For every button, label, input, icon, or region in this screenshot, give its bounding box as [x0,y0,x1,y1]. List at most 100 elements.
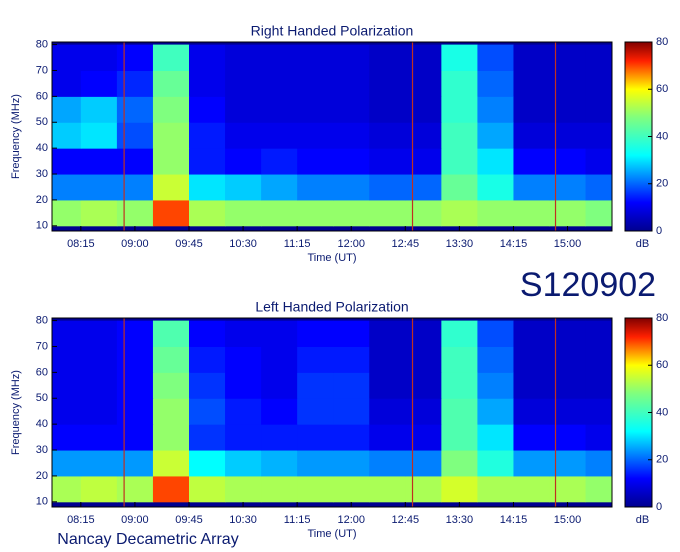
cell [369,346,406,373]
cells [52,44,612,227]
cell [477,372,514,399]
colorbar-tick-label: 80 [656,312,668,324]
cell [116,346,154,373]
cell [477,475,514,503]
y-tick-label: 10 [36,496,48,508]
cell [80,450,118,477]
cell [585,372,612,399]
x-tick-label: 15:00 [554,238,582,250]
y-tick-label: 30 [36,168,48,180]
y-tick-label: 20 [36,470,48,482]
cell [80,475,118,503]
cell [80,122,118,149]
cell [441,122,478,149]
x-tick-label: 09:45 [175,514,203,526]
cell [52,372,82,399]
cell [225,398,262,425]
cell [297,148,334,175]
cell [261,96,298,123]
cell [405,148,442,175]
cell [52,398,82,425]
cell [441,70,478,97]
cell [261,372,298,399]
cell [297,320,334,347]
cell [188,174,226,201]
cell [188,44,226,71]
x-tick-label: 09:00 [121,238,149,250]
y-tick-label: 10 [36,220,48,232]
cell [261,174,298,201]
x-tick-label: 14:15 [500,514,528,526]
x-tick-label: 13:30 [446,514,474,526]
footer-text: Nancay Decametric Array [57,531,238,548]
cell [297,199,334,227]
cell [116,96,154,123]
cell [585,199,612,227]
cell [477,96,514,123]
cell [80,320,118,347]
cell [333,44,370,71]
y-tick-label: 30 [36,444,48,456]
cell [297,122,334,149]
cell [405,96,442,123]
cell [297,346,334,373]
cell [333,174,370,201]
cell [152,148,190,175]
cell [333,398,370,425]
cell [369,398,406,425]
cell [116,320,154,347]
cell [188,424,226,451]
cell [441,398,478,425]
cell [405,475,442,503]
cell [225,96,262,123]
cell [188,372,226,399]
cell [513,122,551,149]
cell [225,122,262,149]
cell [477,44,514,71]
cell [80,70,118,97]
cell [80,398,118,425]
cell [188,320,226,347]
cell [585,148,612,175]
cell [441,199,478,227]
y-tick-label: 70 [36,340,48,352]
cell [188,96,226,123]
cell [297,174,334,201]
cell [225,70,262,97]
chart-title: Left Handed Polarization [255,299,408,315]
cell [188,398,226,425]
cell [152,70,190,97]
cell [333,346,370,373]
x-tick-label: 14:15 [500,238,528,250]
cell [441,320,478,347]
cell [52,475,82,503]
y-tick-label: 50 [36,116,48,128]
cell [369,320,406,347]
cell [152,450,190,477]
x-tick-label: 09:45 [175,238,203,250]
cell [52,96,82,123]
cell [369,44,406,71]
cell [261,199,298,227]
cell [513,148,551,175]
cell [261,398,298,425]
cell [80,346,118,373]
cell [80,372,118,399]
cell [369,148,406,175]
cell [333,475,370,503]
cell [225,44,262,71]
cell [225,148,262,175]
cell [405,372,442,399]
cell [261,320,298,347]
cell [116,174,154,201]
cell [441,96,478,123]
cell [225,424,262,451]
x-tick-label: 15:00 [554,514,582,526]
cell [188,148,226,175]
cell [405,398,442,425]
cell [52,70,82,97]
cell [188,346,226,373]
cell [52,346,82,373]
cell [225,346,262,373]
colorbar-tick-label: 60 [656,359,668,371]
